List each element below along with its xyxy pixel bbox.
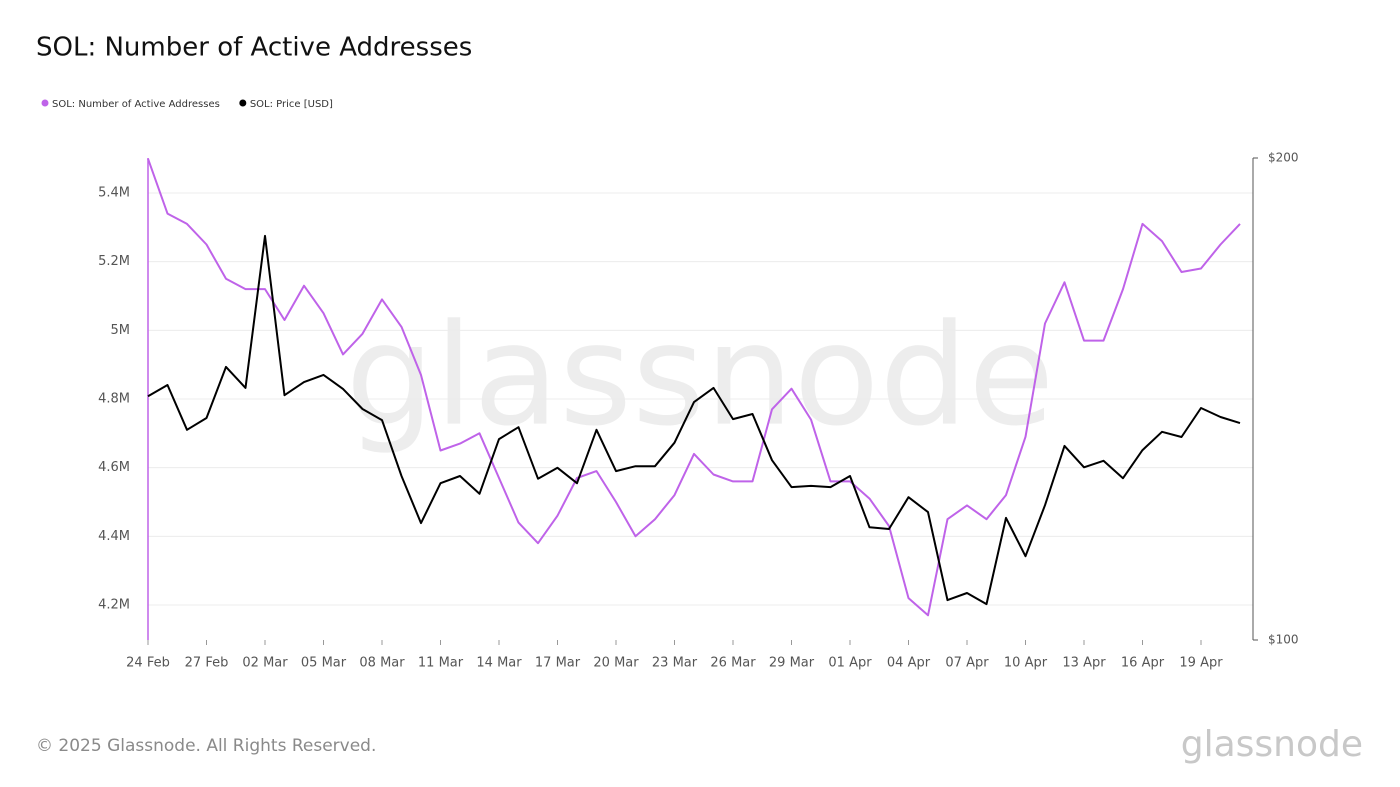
x-tick-label: 13 Apr xyxy=(1062,656,1106,671)
x-tick-label: 11 Mar xyxy=(418,656,464,671)
y-tick-label: 5.2M xyxy=(98,254,130,269)
x-tick-label: 23 Mar xyxy=(652,656,698,671)
x-tick-label: 27 Feb xyxy=(185,656,229,671)
x-tick-label: 29 Mar xyxy=(769,656,815,671)
x-tick-label: 19 Apr xyxy=(1179,656,1223,671)
series-line xyxy=(147,234,1241,606)
x-tick-label: 20 Mar xyxy=(593,656,639,671)
y-tick-label: 4.2M xyxy=(98,597,130,612)
x-tick-label: 16 Apr xyxy=(1121,656,1165,671)
logo: glassnode xyxy=(1181,724,1363,765)
copyright: © 2025 Glassnode. All Rights Reserved. xyxy=(36,736,376,756)
x-tick-label: 26 Mar xyxy=(710,656,756,671)
chart-title: SOL: Number of Active Addresses xyxy=(36,33,472,63)
x-tick-label: 17 Mar xyxy=(535,656,581,671)
y-tick-label: 5M xyxy=(111,323,131,338)
x-tick-label: 08 Mar xyxy=(359,656,405,671)
legend-marker xyxy=(41,99,49,107)
y-tick-label: 5.4M xyxy=(98,186,130,201)
x-tick-label: 14 Mar xyxy=(476,656,522,671)
x-tick-label: 10 Apr xyxy=(1004,656,1048,671)
legend-marker xyxy=(239,99,247,107)
legend-label: SOL: Number of Active Addresses xyxy=(52,99,220,110)
y2-tick-label: $200 xyxy=(1268,151,1299,165)
x-tick-label: 01 Apr xyxy=(828,656,872,671)
y2-tick-label: $100 xyxy=(1268,633,1299,647)
series-line xyxy=(147,158,1241,617)
y-tick-label: 4.4M xyxy=(98,529,130,544)
x-tick-label: 05 Mar xyxy=(301,656,347,671)
x-tick-label: 02 Mar xyxy=(242,656,288,671)
legend-label: SOL: Price [USD] xyxy=(250,99,333,110)
watermark: glassnode xyxy=(346,295,1055,458)
x-tick-label: 07 Apr xyxy=(945,656,989,671)
x-tick-label: 24 Feb xyxy=(126,656,170,671)
y-tick-label: 4.6M xyxy=(98,460,130,475)
y-tick-label: 4.8M xyxy=(98,392,130,407)
x-tick-label: 04 Apr xyxy=(887,656,931,671)
